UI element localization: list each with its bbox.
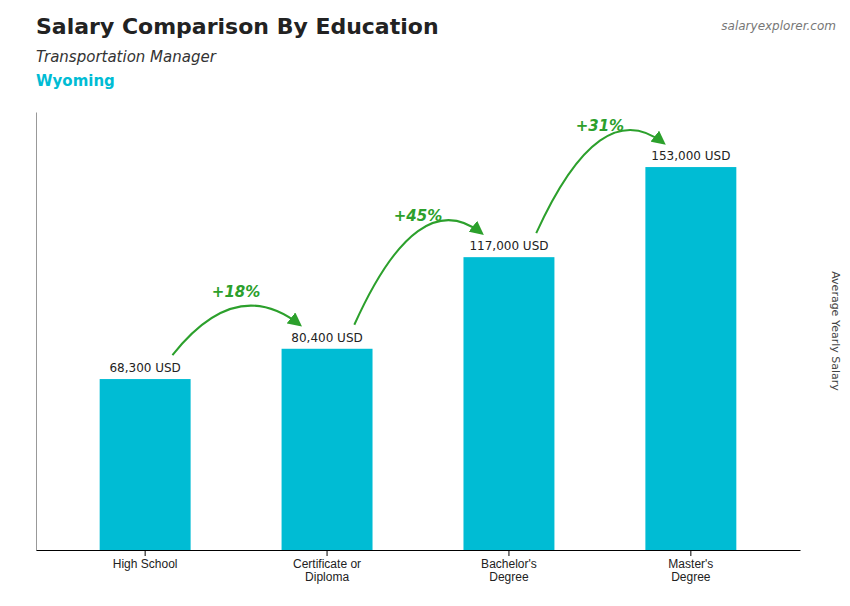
y-axis-line [36, 113, 37, 551]
x-tick-mark [690, 550, 691, 556]
x-tick: Master'sDegree [668, 550, 713, 584]
x-tick-label-line: Degree [489, 570, 529, 584]
x-tick-label: Master'sDegree [668, 557, 713, 585]
data-labels: 68,300 USD 80,400 USD 117,000 USD 153,000 U… [109, 149, 730, 375]
plot: High School Certificate orDiploma Bachelor… [37, 113, 801, 585]
x-tick: Certificate orDiploma [293, 550, 361, 584]
x-axis-line [37, 550, 801, 551]
change-label: +18% [212, 283, 260, 301]
change-label: +31% [576, 117, 624, 135]
x-tick-label-line: Bachelor's [481, 557, 537, 571]
x-tick-mark [508, 550, 509, 556]
data-label: 68,300 USD [109, 361, 180, 375]
source: salaryexplorer.com [721, 19, 836, 33]
x-tick-label-line: Certificate or [293, 557, 361, 571]
location: Wyoming [36, 72, 115, 90]
y-label: Average Yearly Salary [829, 271, 842, 391]
x-tick-label-line: Diploma [305, 570, 349, 584]
bar [463, 257, 554, 550]
x-tick-mark [327, 550, 328, 556]
bar [645, 167, 736, 550]
bars [100, 167, 737, 550]
change-arrow [536, 130, 663, 233]
chart: Salary Comparison By Education Transporta… [0, 0, 850, 606]
change-arrow [354, 220, 481, 325]
annotations: +18% +45% +31% [172, 117, 663, 355]
x-tick-label: High School [113, 557, 178, 571]
data-label: 80,400 USD [291, 331, 362, 345]
x-tick-mark [145, 550, 146, 556]
title: Salary Comparison By Education [36, 14, 439, 39]
x-tick-label-line: Degree [671, 570, 711, 584]
x-tick-label-line: High School [113, 557, 178, 571]
data-label: 153,000 USD [651, 149, 730, 163]
x-tick-label-line: Master's [668, 557, 713, 571]
x-tick-label: Bachelor'sDegree [481, 557, 537, 585]
x-tick: High School [113, 550, 178, 571]
data-label: 117,000 USD [469, 239, 548, 253]
change-arrow [172, 306, 299, 355]
change-label: +45% [394, 207, 442, 225]
x-tick: Bachelor'sDegree [481, 550, 537, 584]
bar [100, 379, 191, 550]
x-tick-label: Certificate orDiploma [293, 557, 361, 585]
subtitle: Transportation Manager [36, 48, 217, 66]
x-axis: High School Certificate orDiploma Bachelor… [37, 550, 801, 584]
bar [282, 349, 373, 550]
y-axis [36, 113, 37, 551]
